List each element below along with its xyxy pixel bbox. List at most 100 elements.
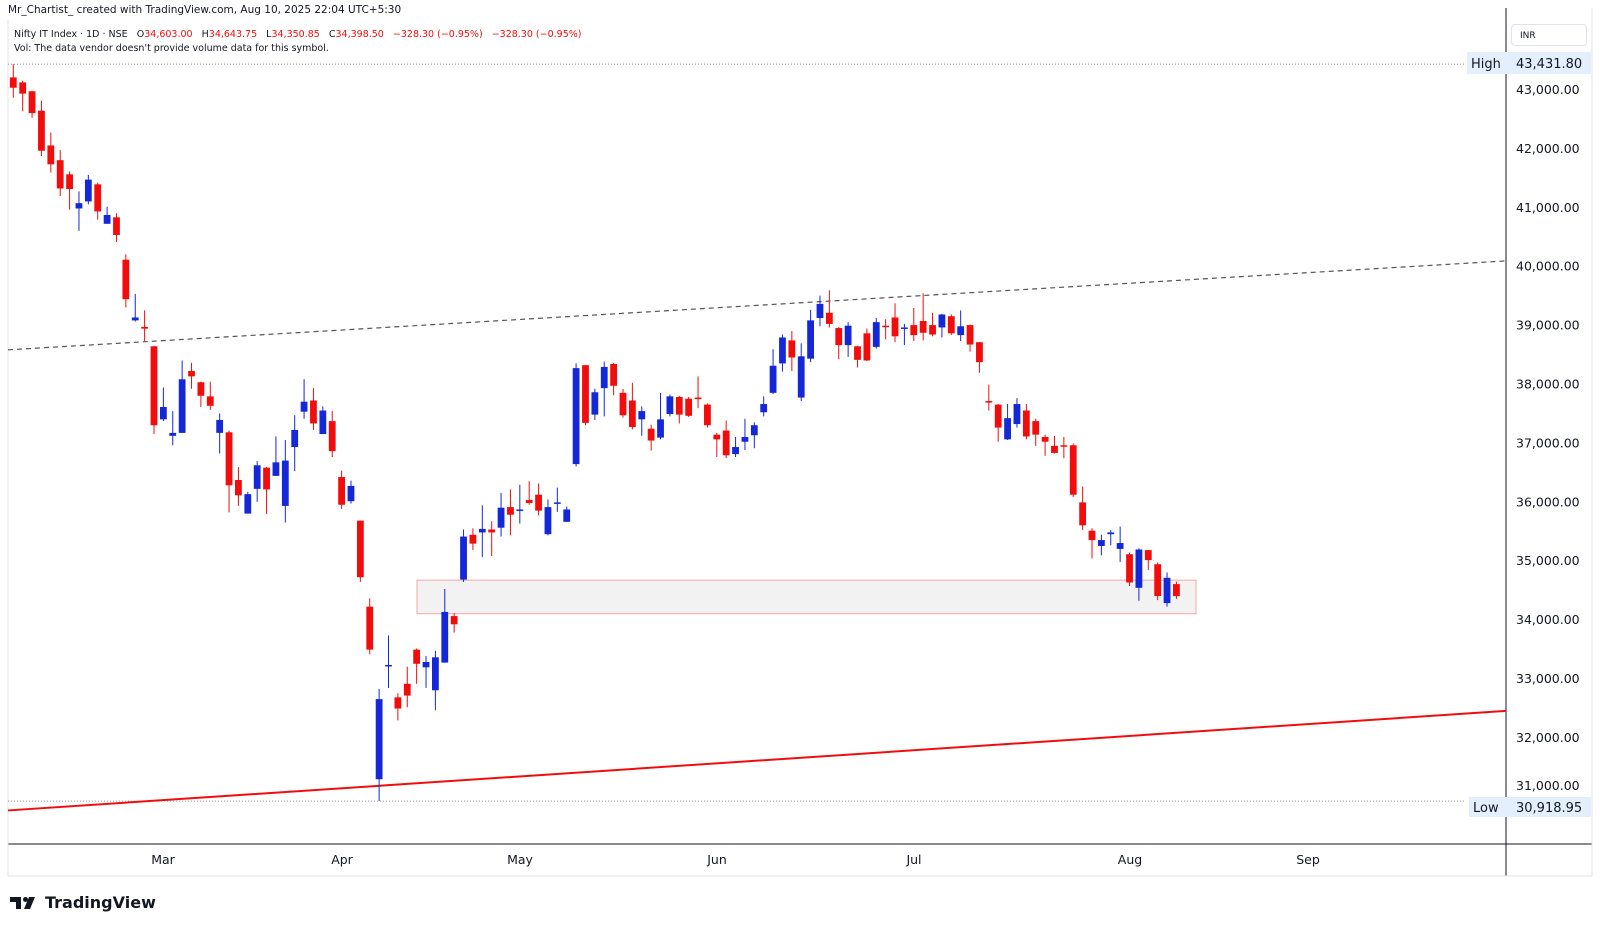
candle [779,334,786,372]
candle-body-down [582,365,589,423]
candle-body-down [976,342,983,363]
candle-body-down [356,520,364,578]
candle [872,318,880,349]
candle [216,413,224,454]
resistance-trendline[interactable] [7,260,1507,351]
high-label: H [201,29,209,40]
time-tick-label: May [507,852,533,867]
candle-body-down [403,683,411,696]
low-marker-label: Low [1473,801,1499,816]
candle-body-up [844,325,852,346]
tradingview-logo-icon [10,896,35,909]
candle-body-up [553,502,561,504]
candle [375,689,383,802]
candle-body-up [441,611,449,663]
candle [947,314,955,336]
candle [1041,434,1049,456]
candle-body-up [563,509,571,522]
candle-body-down [47,145,55,165]
candle [141,310,149,342]
candle [882,319,890,340]
candle [675,395,683,424]
candle-body-down [141,326,149,329]
candle [610,362,618,396]
candle-body-down [985,401,993,403]
candle [647,424,655,451]
candle [666,394,674,417]
tradingview-logo[interactable]: TradingView [10,893,156,912]
candle-body-down [647,428,655,441]
candle [19,80,27,112]
candle-body-down [1173,584,1180,597]
trendlines[interactable] [7,260,1507,812]
candle [9,64,17,98]
candle [1013,398,1021,428]
candle-body-down [310,400,317,424]
low-label: L [266,29,272,40]
candle-body-up [516,509,524,511]
candle-body-up [460,536,467,580]
candle-body-up [300,401,308,412]
candle [619,388,627,418]
candle [159,387,167,422]
candle [628,382,636,430]
candle-body-down [882,325,890,328]
price-axis[interactable]: 31,000.00 32,000.00 33,000.00 34,000.00 35,0… [1516,82,1580,793]
candle [1163,572,1171,607]
candle [441,588,449,663]
candle-body-up [657,419,664,438]
candle [1088,528,1096,559]
candle [657,392,664,440]
candle-body-up [84,179,92,202]
candle-body-down [1154,564,1162,597]
candle [1004,404,1011,440]
support-zone-rect[interactable] [416,579,1197,615]
candle [976,342,983,373]
candle [929,312,936,337]
candle-body-up [272,462,280,476]
chart-frame [7,8,1593,877]
high-value: 34,643.75 [208,29,258,40]
candle [966,324,974,352]
candle [685,396,693,417]
time-axis[interactable]: Mar Apr May Jun Jul Aug Sep [151,852,1320,867]
symbol-name[interactable]: Nifty IT Index · 1D · NSE [14,29,128,40]
currency-button[interactable]: INR [1511,24,1587,46]
candle-body-up [169,432,177,436]
candle-body-up [544,507,552,535]
candle [1022,404,1030,440]
candle [525,481,533,505]
candle [497,492,505,537]
candle-body-down [694,397,702,400]
candle [356,520,364,582]
candle [1173,581,1180,599]
candle-body-down [19,82,27,94]
candle-body-up [1116,543,1124,549]
candle-body-up [638,411,646,420]
candle [1051,435,1058,454]
candle [722,420,730,459]
candle-body-down [825,312,833,324]
candle-body-up [591,392,599,415]
candle [901,323,908,346]
candle-body-up [103,214,111,224]
time-tick-label: Mar [151,852,175,867]
candle-body-down [225,432,233,486]
rising-support-trendline[interactable] [7,709,1507,812]
candle [310,388,317,430]
support-zone[interactable] [416,579,1197,615]
low-marker-value: 30,918.95 [1516,801,1582,816]
candle-body-down [206,396,214,406]
candle-body-up [281,460,289,506]
candle [422,656,430,688]
candle-body-down [1022,410,1030,437]
price-tick-label: 37,000.00 [1516,435,1580,450]
candle [985,384,993,411]
candle [563,506,571,522]
candle-body-up [741,437,749,442]
time-tick-label: Jul [905,852,921,867]
candle-body-down [188,371,195,377]
high-marker-bg [1467,52,1591,74]
low-value: 34,350.85 [271,29,320,40]
